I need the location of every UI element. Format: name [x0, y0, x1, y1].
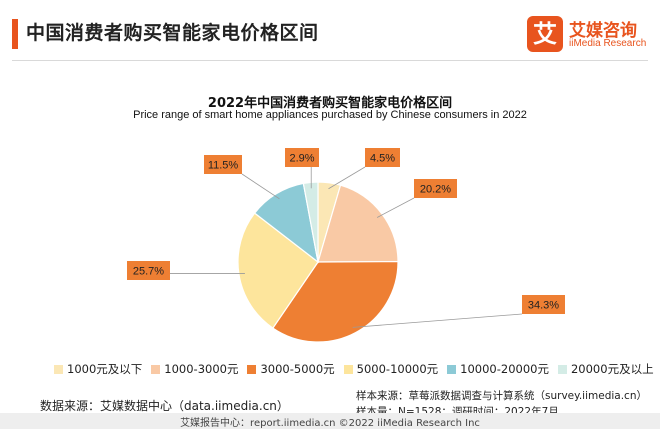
- legend-swatch: [151, 364, 161, 374]
- data-label: 25.7%: [133, 266, 164, 278]
- header-divider: [12, 60, 648, 61]
- data-label-box: [285, 148, 319, 167]
- legend-item: 3000-5000元: [247, 361, 335, 377]
- data-label-box: [204, 155, 242, 174]
- data-label-box: [414, 179, 457, 198]
- leader-line: [376, 197, 415, 218]
- data-label: 34.3%: [528, 300, 559, 312]
- logo-mark-icon: 艾: [527, 16, 563, 52]
- footer-report-center: 艾媒报告中心：report.iimedia.cn ©2022 iiMedia R…: [180, 418, 480, 429]
- legend-item: 1000元及以下: [54, 361, 142, 377]
- chart-subtitle: Price range of smart home appliances pur…: [133, 109, 527, 121]
- pie-slice: [317, 184, 399, 263]
- chart-legend: 1000元及以下 1000-3000元 3000-5000元 5000-10000元 1…: [54, 361, 654, 377]
- data-label-box: [365, 148, 400, 167]
- sample-source: 样本来源：草莓派数据调查与计算系统（survey.iimedia.cn）: [356, 390, 647, 402]
- pie-slice: [272, 261, 399, 343]
- chart-title: 2022年中国消费者购买智能家电价格区间: [207, 96, 453, 111]
- data-label: 4.5%: [370, 153, 395, 165]
- legend-swatch: [447, 364, 457, 374]
- leader-line: [241, 173, 280, 200]
- leader-line: [328, 166, 366, 190]
- data-label: 20.2%: [420, 184, 451, 196]
- footer-band: [0, 413, 660, 429]
- data-label: 11.5%: [208, 160, 239, 172]
- legend-label: 5000-10000元: [356, 362, 439, 376]
- data-label-box: [127, 261, 170, 280]
- data-source: 数据来源：艾媒数据中心（data.iimedia.cn）: [40, 399, 289, 413]
- title-accent-bar: [12, 19, 18, 49]
- legend-swatch: [343, 364, 353, 374]
- legend-label: 20000元及以上: [570, 362, 654, 376]
- logo-name-cn: 艾媒咨询: [569, 21, 637, 41]
- pie-slice: [302, 181, 319, 263]
- legend-item: 10000-20000元: [447, 361, 549, 377]
- data-label: 2.9%: [289, 153, 314, 165]
- legend-swatch: [54, 364, 63, 374]
- logo-name-en: iiMedia Research: [569, 38, 647, 49]
- leader-line: [352, 313, 523, 328]
- legend-label: 10000-20000元: [460, 362, 549, 376]
- legend-swatch: [557, 364, 567, 374]
- legend-swatch: [247, 364, 257, 374]
- brand-logo: 艾 艾媒咨询 iiMedia Research: [527, 14, 651, 56]
- legend-item: 1000-3000元: [151, 361, 238, 377]
- legend-label: 1000元及以下: [67, 362, 143, 376]
- legend-item: 20000元及以上: [557, 361, 654, 377]
- page-title: 中国消费者购买智能家电价格区间: [26, 22, 319, 44]
- legend-item: 5000-10000元: [343, 361, 439, 377]
- pie-slice: [237, 212, 319, 329]
- data-label-box: [522, 295, 565, 314]
- legend-label: 3000-5000元: [260, 362, 335, 376]
- legend-label: 1000-3000元: [164, 362, 239, 376]
